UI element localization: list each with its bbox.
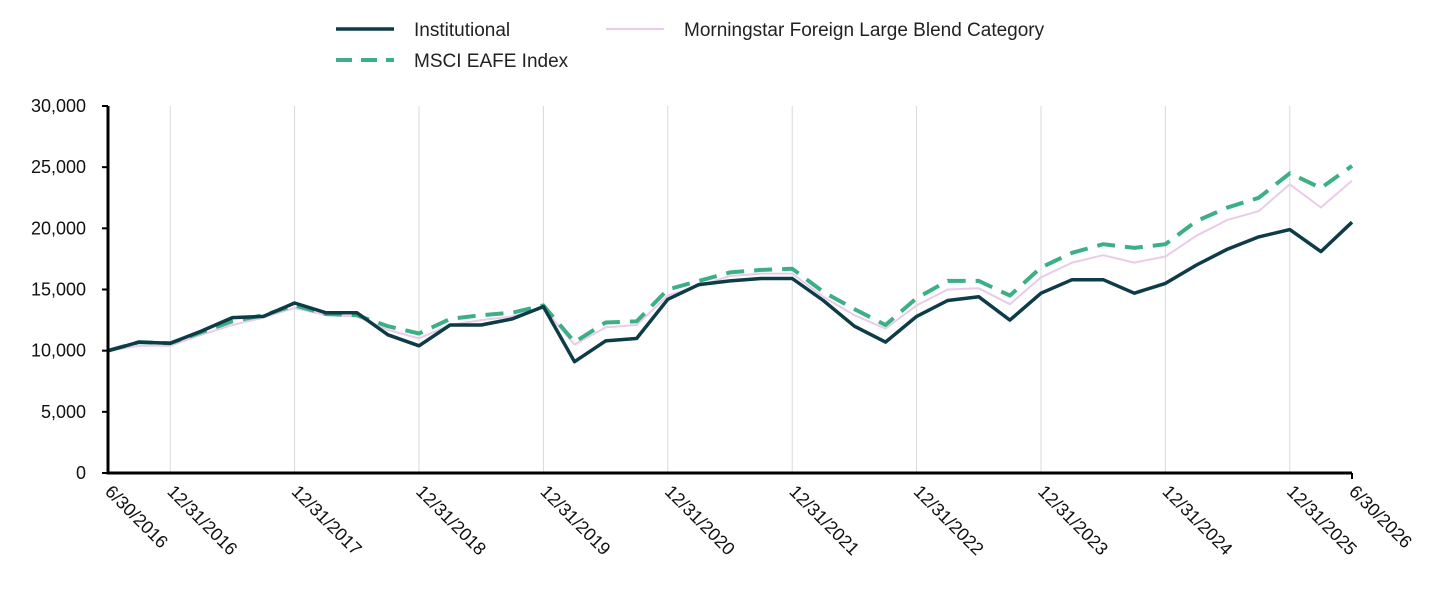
y-tick-label: 20,000 [31,218,86,238]
x-tick-label: 12/31/2020 [661,481,739,559]
y-tick-label: 0 [76,463,86,483]
y-tick-label: 10,000 [31,341,86,361]
series-line-morningstar-foreign-large-blend-category [107,179,1353,352]
x-tick-label: 12/31/2021 [785,481,863,559]
legend-label-msci-eafe-index: MSCI EAFE Index [414,51,569,72]
x-tick-label: 12/31/2019 [537,481,615,559]
x-tick-label: 12/31/2018 [412,481,490,559]
x-tick-label: 12/31/2023 [1034,481,1112,559]
legend-label-institutional: Institutional [414,20,510,41]
vertical-gridlines [169,106,1291,473]
y-tick-label: 25,000 [31,157,86,177]
y-tick-label: 15,000 [31,280,86,300]
x-tick-label: 12/31/2017 [288,481,366,559]
x-tick-label: 12/31/2016 [163,481,241,559]
series-line-msci-eafe-index [107,164,1354,353]
legend: Institutional MSCI EAFE Index Morningstar … [336,20,1045,72]
y-axis-ticks: 0 5,000 10,000 15,000 20,000 25,000 30,000 [31,96,108,483]
legend-label-morningstar-foreign-large-blend-category: Morningstar Foreign Large Blend Category [684,20,1045,41]
series-line-institutional [107,220,1354,364]
y-tick-label: 5,000 [41,402,86,422]
x-tick-label: 6/30/2016 [101,481,172,552]
x-tick-label: 12/31/2022 [910,481,988,559]
y-tick-label: 30,000 [31,96,86,116]
series-lines [107,164,1354,364]
x-tick-label: 12/31/2024 [1159,481,1237,559]
